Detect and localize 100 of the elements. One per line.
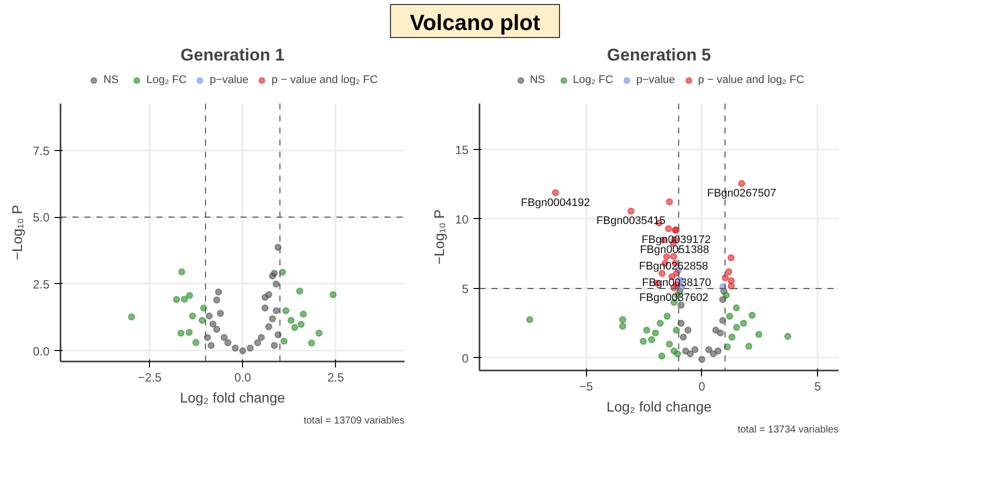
point xyxy=(232,344,239,352)
x-axis-title: Log₂ fold change xyxy=(606,398,712,414)
point xyxy=(272,280,280,288)
point xyxy=(716,329,724,336)
point xyxy=(552,189,559,196)
point xyxy=(784,332,792,340)
point xyxy=(640,338,647,345)
y-tick-label: 0.0 xyxy=(32,344,50,358)
x-tick-label: 5 xyxy=(814,380,822,394)
y-tick-label: 5.0 xyxy=(32,210,50,225)
point xyxy=(666,340,673,348)
y-axis-title: −Log₁₀ P xyxy=(431,209,448,265)
point xyxy=(643,326,650,334)
point xyxy=(239,347,246,354)
point xyxy=(268,315,276,322)
point xyxy=(208,342,215,349)
legend-label: NS xyxy=(103,74,120,86)
point xyxy=(274,244,282,251)
chart-title: Generation 5 xyxy=(607,46,711,64)
x-tick-label: 0.0 xyxy=(234,370,252,384)
point xyxy=(213,326,220,333)
annotation: FBgn0267507 xyxy=(707,187,776,200)
x-tick-label: 0 xyxy=(698,380,706,394)
point xyxy=(748,312,756,319)
point xyxy=(189,312,196,320)
point xyxy=(725,268,732,276)
annotation: FBgn0262858 xyxy=(639,260,708,272)
point xyxy=(300,310,307,318)
point xyxy=(745,342,752,350)
point xyxy=(291,324,298,332)
point xyxy=(627,208,634,215)
point xyxy=(682,348,690,355)
point xyxy=(280,338,288,345)
legend-label: Log₂ FC xyxy=(146,74,187,86)
point xyxy=(206,312,213,320)
y-tick-label: 5 xyxy=(462,282,469,296)
point xyxy=(178,268,186,276)
legend-label: NS xyxy=(530,74,546,86)
point xyxy=(656,320,664,327)
y-tick-label: 0 xyxy=(462,351,469,366)
point xyxy=(740,320,748,327)
point xyxy=(648,336,656,344)
x-axis-title: Log₂ fold change xyxy=(180,390,286,406)
point xyxy=(298,320,305,328)
point xyxy=(705,346,712,354)
y-tick-label: 7.5 xyxy=(32,144,50,158)
point xyxy=(272,307,280,314)
point xyxy=(732,304,740,312)
x-tick-label: 2.5 xyxy=(327,370,344,384)
point xyxy=(215,288,222,296)
point xyxy=(198,316,206,324)
annotation: FBgn0004192 xyxy=(520,196,590,209)
point xyxy=(186,328,193,336)
point xyxy=(652,329,660,336)
chart-title: Generation 1 xyxy=(180,46,284,64)
point xyxy=(296,288,304,295)
point xyxy=(270,342,278,349)
point xyxy=(254,339,262,346)
text: total = 13734 variables xyxy=(738,424,839,436)
point xyxy=(200,304,208,312)
point xyxy=(726,312,734,320)
point xyxy=(279,268,286,276)
annotation: FBgn0035415 xyxy=(596,215,666,228)
point xyxy=(674,350,682,358)
point xyxy=(526,316,534,324)
point xyxy=(672,326,680,334)
point xyxy=(213,296,220,304)
point xyxy=(216,310,224,317)
y-tick-label: 2.5 xyxy=(32,277,50,292)
y-tick-label: 10 xyxy=(455,212,469,226)
point xyxy=(719,316,726,324)
point xyxy=(265,291,272,298)
point xyxy=(288,316,295,324)
legend-label: p−value xyxy=(210,74,249,86)
point xyxy=(209,320,216,328)
text: Volcano plot xyxy=(410,9,540,37)
point xyxy=(270,270,278,277)
point xyxy=(691,346,698,354)
legend-label: p−value xyxy=(636,74,676,86)
point xyxy=(680,334,687,341)
point xyxy=(192,339,200,346)
point xyxy=(728,282,735,290)
point xyxy=(664,225,672,232)
point xyxy=(220,334,228,341)
point xyxy=(186,292,194,299)
x-tick-label: −5 xyxy=(579,380,594,394)
y-axis-title: −Log₁₀ P xyxy=(8,204,25,260)
point xyxy=(658,352,666,360)
point xyxy=(666,198,673,206)
point xyxy=(330,291,337,298)
point xyxy=(265,323,272,330)
point xyxy=(177,330,184,337)
point xyxy=(180,296,188,303)
x-tick-label: −2.5 xyxy=(138,370,162,384)
point xyxy=(204,334,211,341)
point xyxy=(738,180,746,187)
point xyxy=(619,316,626,324)
legend-label: p − value and log₂ FC xyxy=(272,74,378,86)
point xyxy=(728,254,735,262)
point xyxy=(664,312,671,320)
